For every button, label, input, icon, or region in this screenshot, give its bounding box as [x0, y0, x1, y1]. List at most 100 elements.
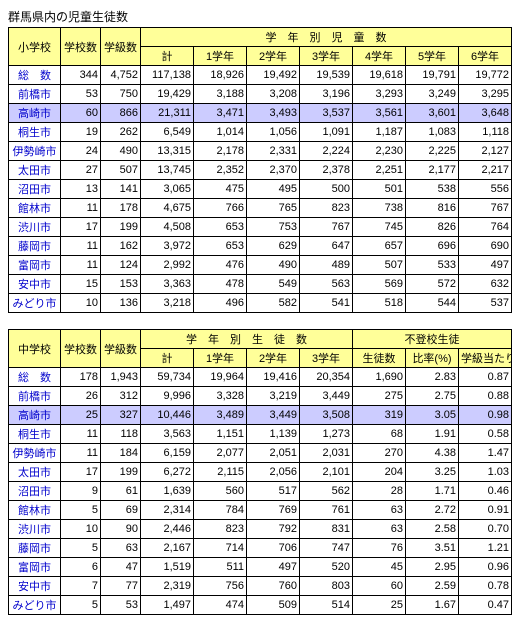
cell: 344 [61, 66, 101, 85]
cell: 6,549 [141, 123, 194, 142]
cell: 3,537 [300, 104, 353, 123]
cell: 10 [61, 520, 101, 539]
cell: 15 [61, 275, 101, 294]
cell: 657 [353, 237, 406, 256]
cell: 1.91 [406, 425, 459, 444]
cell: 826 [406, 218, 459, 237]
cell: 3,493 [247, 104, 300, 123]
cell: 1,091 [300, 123, 353, 142]
grade-col: 学級当たり(人) [459, 349, 512, 368]
cell: 19,772 [459, 66, 512, 85]
cell: 3,648 [459, 104, 512, 123]
cell: 199 [101, 463, 141, 482]
cell: 3,363 [141, 275, 194, 294]
cell: 9,996 [141, 387, 194, 406]
cell: 11 [61, 199, 101, 218]
cell: 747 [300, 539, 353, 558]
cell: 2,056 [247, 463, 300, 482]
cell: 204 [353, 463, 406, 482]
table-row: 太田市2750713,7452,3522,3702,3782,2512,1772… [9, 161, 512, 180]
cell: 3,563 [141, 425, 194, 444]
cell: 118 [101, 425, 141, 444]
cell: 2,331 [247, 142, 300, 161]
row-label: 総 数 [9, 66, 61, 85]
cell: 19 [61, 123, 101, 142]
row-label: 館林市 [9, 501, 61, 520]
cell: 569 [353, 275, 406, 294]
junior-header: 中学校 学校数 学級数 学 年 別 生 徒 数 不登校生徒 計1学年2学年3学年… [9, 330, 512, 368]
cell: 7 [61, 577, 101, 596]
cell: 1.03 [459, 463, 512, 482]
row-label: 前橋市 [9, 85, 61, 104]
cell: 136 [101, 294, 141, 313]
cell: 61 [101, 482, 141, 501]
cell: 511 [194, 558, 247, 577]
cell: 3,489 [194, 406, 247, 425]
cell: 270 [353, 444, 406, 463]
cell: 124 [101, 256, 141, 275]
cell: 653 [194, 237, 247, 256]
cell: 199 [101, 218, 141, 237]
row-label: 渋川市 [9, 218, 61, 237]
cell: 582 [247, 294, 300, 313]
cell: 3,295 [459, 85, 512, 104]
cell: 518 [353, 294, 406, 313]
row-label: 高崎市 [9, 406, 61, 425]
cell: 3,508 [300, 406, 353, 425]
cell: 1.71 [406, 482, 459, 501]
cell: 19,964 [194, 368, 247, 387]
table-row: 高崎市6086621,3113,4713,4933,5373,5613,6013… [9, 104, 512, 123]
grade-col: 計 [141, 47, 194, 66]
cell: 19,539 [300, 66, 353, 85]
cell: 3,328 [194, 387, 247, 406]
cell: 474 [194, 596, 247, 615]
table-row: 渋川市10902,446823792831632.580.70 [9, 520, 512, 539]
cell: 514 [300, 596, 353, 615]
cell: 178 [101, 199, 141, 218]
cell: 3,293 [353, 85, 406, 104]
cell: 327 [101, 406, 141, 425]
cell: 2,992 [141, 256, 194, 275]
cell: 2.75 [406, 387, 459, 406]
grade-col: 2学年 [247, 349, 300, 368]
cell: 572 [406, 275, 459, 294]
table-row: 前橋市263129,9963,3283,2193,4492752.750.88 [9, 387, 512, 406]
cell: 647 [300, 237, 353, 256]
table-row: 高崎市2532710,4463,4893,4493,5083193.050.98 [9, 406, 512, 425]
cell: 497 [247, 558, 300, 577]
cell: 1,118 [459, 123, 512, 142]
row-label: 伊勢崎市 [9, 142, 61, 161]
junior-table: 中学校 学校数 学級数 学 年 別 生 徒 数 不登校生徒 計1学年2学年3学年… [8, 329, 512, 615]
cell: 562 [300, 482, 353, 501]
table-row: 藤岡市111623,972653629647657696690 [9, 237, 512, 256]
cell: 2,178 [194, 142, 247, 161]
cell: 45 [353, 558, 406, 577]
cell: 1,056 [247, 123, 300, 142]
cell: 60 [61, 104, 101, 123]
table-row: 伊勢崎市111846,1592,0772,0512,0312704.381.47 [9, 444, 512, 463]
row-label: 藤岡市 [9, 237, 61, 256]
cell: 0.88 [459, 387, 512, 406]
cell: 823 [194, 520, 247, 539]
cell: 0.87 [459, 368, 512, 387]
cell: 2,230 [353, 142, 406, 161]
col-schools: 学校数 [61, 330, 101, 368]
grade-col: 3学年 [300, 47, 353, 66]
cell: 784 [194, 501, 247, 520]
grade-col: 計 [141, 349, 194, 368]
elementary-header: 小学校 学校数 学級数 学 年 別 児 童 数 計1学年2学年3学年4学年5学年… [9, 28, 512, 66]
cell: 3,601 [406, 104, 459, 123]
cell: 21,311 [141, 104, 194, 123]
table-row: 前橋市5375019,4293,1883,2083,1963,2933,2493… [9, 85, 512, 104]
cell: 753 [247, 218, 300, 237]
cell: 538 [406, 180, 459, 199]
row-label: 館林市 [9, 199, 61, 218]
cell: 0.58 [459, 425, 512, 444]
cell: 549 [247, 275, 300, 294]
cell: 60 [353, 577, 406, 596]
row-label: 総 数 [9, 368, 61, 387]
cell: 3,188 [194, 85, 247, 104]
table-row: 富岡市111242,992476490489507533497 [9, 256, 512, 275]
table-row: 富岡市6471,519511497520452.950.96 [9, 558, 512, 577]
cell: 76 [353, 539, 406, 558]
